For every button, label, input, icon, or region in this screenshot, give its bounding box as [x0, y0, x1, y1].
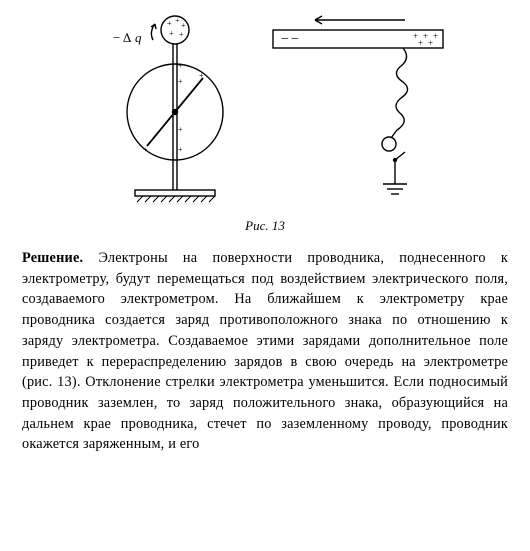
svg-text:+: + — [433, 31, 438, 41]
svg-text:+: + — [167, 19, 172, 28]
svg-text:+: + — [179, 30, 184, 39]
svg-text:+: + — [178, 125, 183, 134]
svg-text:+: + — [143, 145, 148, 154]
figure-area: + + + + + − Δ q + + — [22, 12, 508, 212]
svg-text:+: + — [175, 16, 180, 25]
svg-text:+: + — [428, 38, 433, 48]
svg-text:+: + — [178, 61, 183, 70]
svg-text:+: + — [178, 77, 183, 86]
svg-text:+: + — [169, 29, 174, 38]
figure-caption: Рис. 13 — [22, 218, 508, 234]
solution-heading: Решение. — [22, 250, 83, 266]
svg-text:+: + — [178, 145, 183, 154]
svg-text:q: q — [135, 30, 142, 45]
svg-text:−: − — [291, 32, 299, 47]
svg-text:+: + — [199, 71, 204, 80]
svg-text:+: + — [418, 38, 423, 48]
svg-text:+: + — [181, 21, 186, 30]
svg-text:− Δ: − Δ — [113, 30, 131, 45]
conductor-diagram: − − + + + + + — [255, 12, 455, 212]
svg-text:−: − — [281, 32, 289, 47]
solution-paragraph: Решение. Электроны на поверхности провод… — [22, 248, 508, 455]
electrometer-diagram: + + + + + − Δ q + + — [75, 12, 235, 212]
solution-body: Электроны на поверхности проводника, под… — [22, 250, 508, 452]
